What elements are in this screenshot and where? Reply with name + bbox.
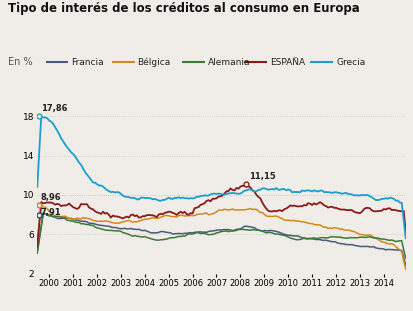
Text: 17,86: 17,86 — [41, 104, 67, 113]
Text: 7,91: 7,91 — [41, 207, 61, 216]
Text: Tipo de interés de los créditos al consumo en Europa: Tipo de interés de los créditos al consu… — [8, 2, 359, 15]
Text: En %: En % — [8, 57, 33, 67]
Text: 11,15: 11,15 — [248, 172, 275, 181]
Text: Francia: Francia — [71, 58, 104, 67]
Text: ESPAÑA: ESPAÑA — [269, 58, 304, 67]
Text: 8,96: 8,96 — [41, 193, 61, 202]
Text: Bélgica: Bélgica — [137, 58, 170, 67]
Text: Alemania: Alemania — [207, 58, 250, 67]
Text: Grecia: Grecia — [335, 58, 365, 67]
